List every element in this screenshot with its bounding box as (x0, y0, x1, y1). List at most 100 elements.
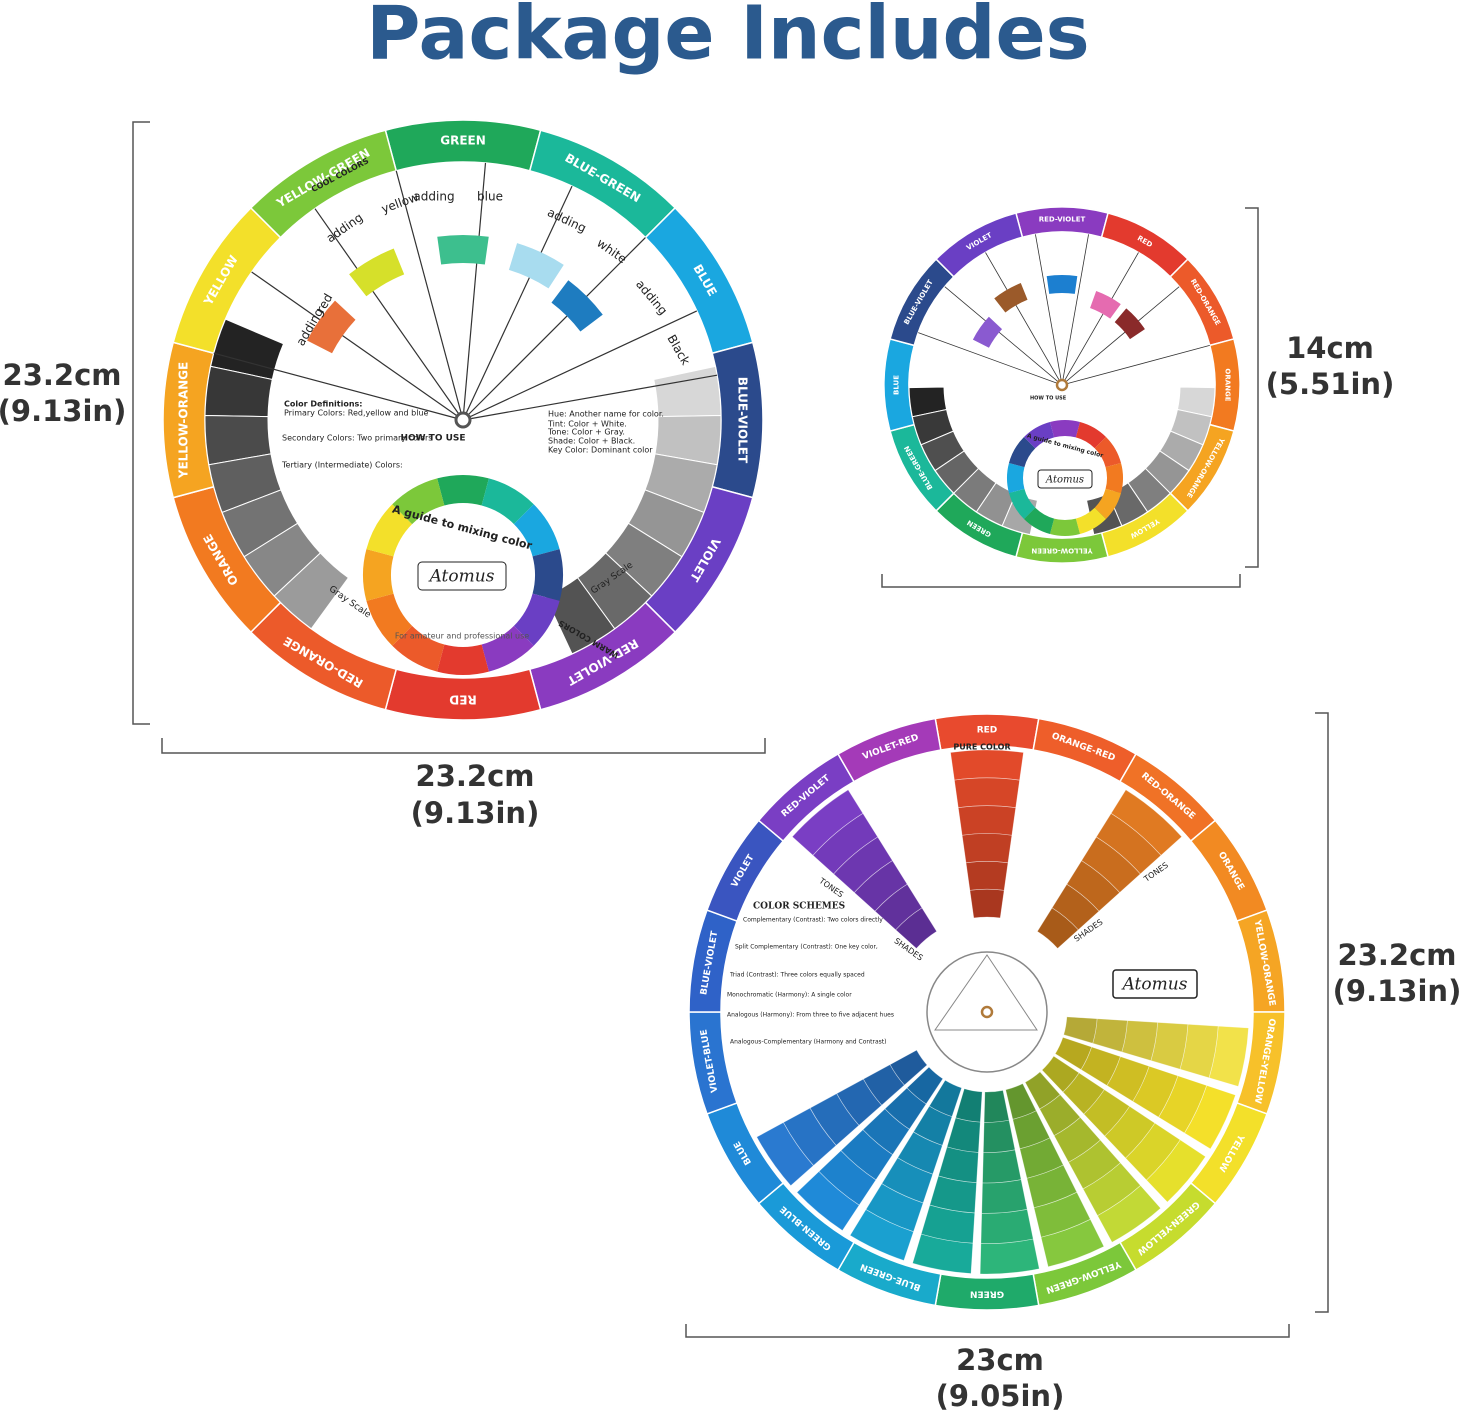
mix-window (1046, 275, 1078, 294)
title: Package Includes (366, 0, 1089, 77)
value-cell (210, 318, 285, 381)
pointer-line (462, 162, 487, 421)
guide-segment (1007, 462, 1025, 494)
color-wedge (1037, 789, 1182, 949)
shade-cell (1146, 1139, 1206, 1203)
dimension-label: (9.13in) (1333, 974, 1461, 1008)
ring-label: GREEN (440, 134, 486, 148)
color-wedge (1063, 1016, 1249, 1087)
guide-segment (481, 625, 534, 672)
pointer-line (314, 208, 464, 421)
ring-label: YELLOW-ORANGE (177, 362, 191, 479)
center-pin (1055, 378, 1069, 392)
value-cell (204, 365, 273, 418)
shade-cell (954, 777, 1020, 809)
dim-line (881, 574, 1241, 588)
shade-cell (849, 1209, 914, 1261)
guide-segment (532, 549, 563, 601)
wheel-text: Tint: Color + White. (547, 420, 627, 429)
color-wedge (1055, 1037, 1236, 1149)
pointer-line (462, 374, 718, 421)
dimension-lines (132, 121, 1329, 1338)
wheel-text: Complementary (Contrast): Two colors dir… (743, 917, 883, 924)
dim-line (1315, 712, 1329, 1313)
wheel-text: Key Color: Dominant color (548, 446, 653, 455)
guide-segment (1049, 419, 1081, 438)
value-cell (911, 408, 955, 446)
wheel-text: Primary Colors: Red,yellow and blue (284, 409, 429, 418)
color-wedge (792, 789, 937, 949)
wheel-text: Analogous-Complementary (Harmony and Con… (730, 1039, 887, 1046)
ring-label: ORANGE (1224, 368, 1232, 401)
ring-label: BLUE-VIOLET (736, 377, 750, 464)
color-wedge (1025, 1071, 1161, 1243)
wheel-text: Atomus (428, 567, 495, 587)
ring-label: YELLOW-GREEN (1031, 547, 1093, 555)
shade-cell (1097, 1185, 1162, 1243)
pointer-line (1061, 345, 1210, 386)
guide-segment (1094, 436, 1122, 468)
ring-label: RED (977, 726, 998, 736)
pointer-line (462, 185, 573, 421)
guide-segment (366, 593, 413, 646)
dimension-label: 23.2cm (1338, 938, 1457, 972)
guide-segment (1094, 488, 1122, 520)
dim-line (132, 121, 150, 725)
wheel-text: adding (413, 190, 454, 204)
wheel-text: Tone: Color + Gray. (547, 428, 625, 437)
center-pin (454, 411, 472, 429)
ring-segment (249, 129, 398, 239)
dimension-label: 23.2cm (416, 759, 535, 793)
pointer-line (918, 332, 1063, 386)
guide-segment (1008, 436, 1036, 468)
guide-segment (1023, 507, 1055, 535)
wheel-text: For amateur and professional use (395, 632, 529, 641)
ring-label: BLUE (893, 375, 901, 395)
color-wedge (912, 1088, 983, 1274)
pointer-line (251, 271, 464, 421)
wheel-text: Split Complementary (Contrast): One key … (735, 944, 878, 951)
dimension-label: (5.51in) (1266, 367, 1395, 401)
guide-segment (392, 478, 445, 525)
shade-cell (982, 1149, 1022, 1184)
color-wedge (756, 1050, 928, 1186)
ring-segment (935, 212, 1024, 278)
mix-window (349, 248, 405, 297)
wheel-text: Hue: Another name for color. (548, 410, 664, 419)
dim-line (1245, 207, 1259, 568)
guide-segment (1049, 518, 1081, 536)
dimension-label: 23cm (956, 1343, 1044, 1377)
mix-window (994, 283, 1028, 313)
logo-box (1112, 969, 1198, 999)
guide-segment (392, 625, 445, 672)
pointer-line (985, 252, 1063, 386)
wheel-text: Atomus (1121, 975, 1188, 995)
pointer-line (1035, 234, 1063, 386)
wheel-text: Monochromatic (Harmony): A single color (727, 992, 852, 999)
pointer-line (1061, 234, 1089, 386)
color-wedge (850, 1080, 962, 1261)
guide-segment (1023, 421, 1055, 449)
value-cell (204, 414, 272, 466)
mix-window (972, 316, 1003, 348)
ring-segment (836, 717, 942, 783)
color-wedge (1042, 1056, 1206, 1203)
guide-segment (1075, 421, 1107, 449)
pointer-line (462, 310, 698, 421)
color-wedge (796, 1067, 943, 1231)
value-cell (208, 453, 282, 514)
value-cell (221, 489, 299, 558)
dimension-label: (9.13in) (0, 394, 126, 428)
value-cell (953, 467, 997, 513)
mix-window (307, 300, 356, 354)
wheel-text: PURE COLOR (953, 743, 1010, 752)
logo-box (1037, 469, 1093, 489)
shade-cell (950, 749, 1024, 781)
shade-cell (961, 833, 1013, 864)
shade-cell (756, 1122, 814, 1187)
ring-label: GREEN (970, 1289, 1004, 1299)
wheel-text: Tertiary (Intermediate) Colors: (281, 461, 403, 470)
color-wedge (980, 1090, 1040, 1274)
dimension-label: 14cm (1286, 331, 1374, 365)
center-pin (980, 1005, 994, 1019)
